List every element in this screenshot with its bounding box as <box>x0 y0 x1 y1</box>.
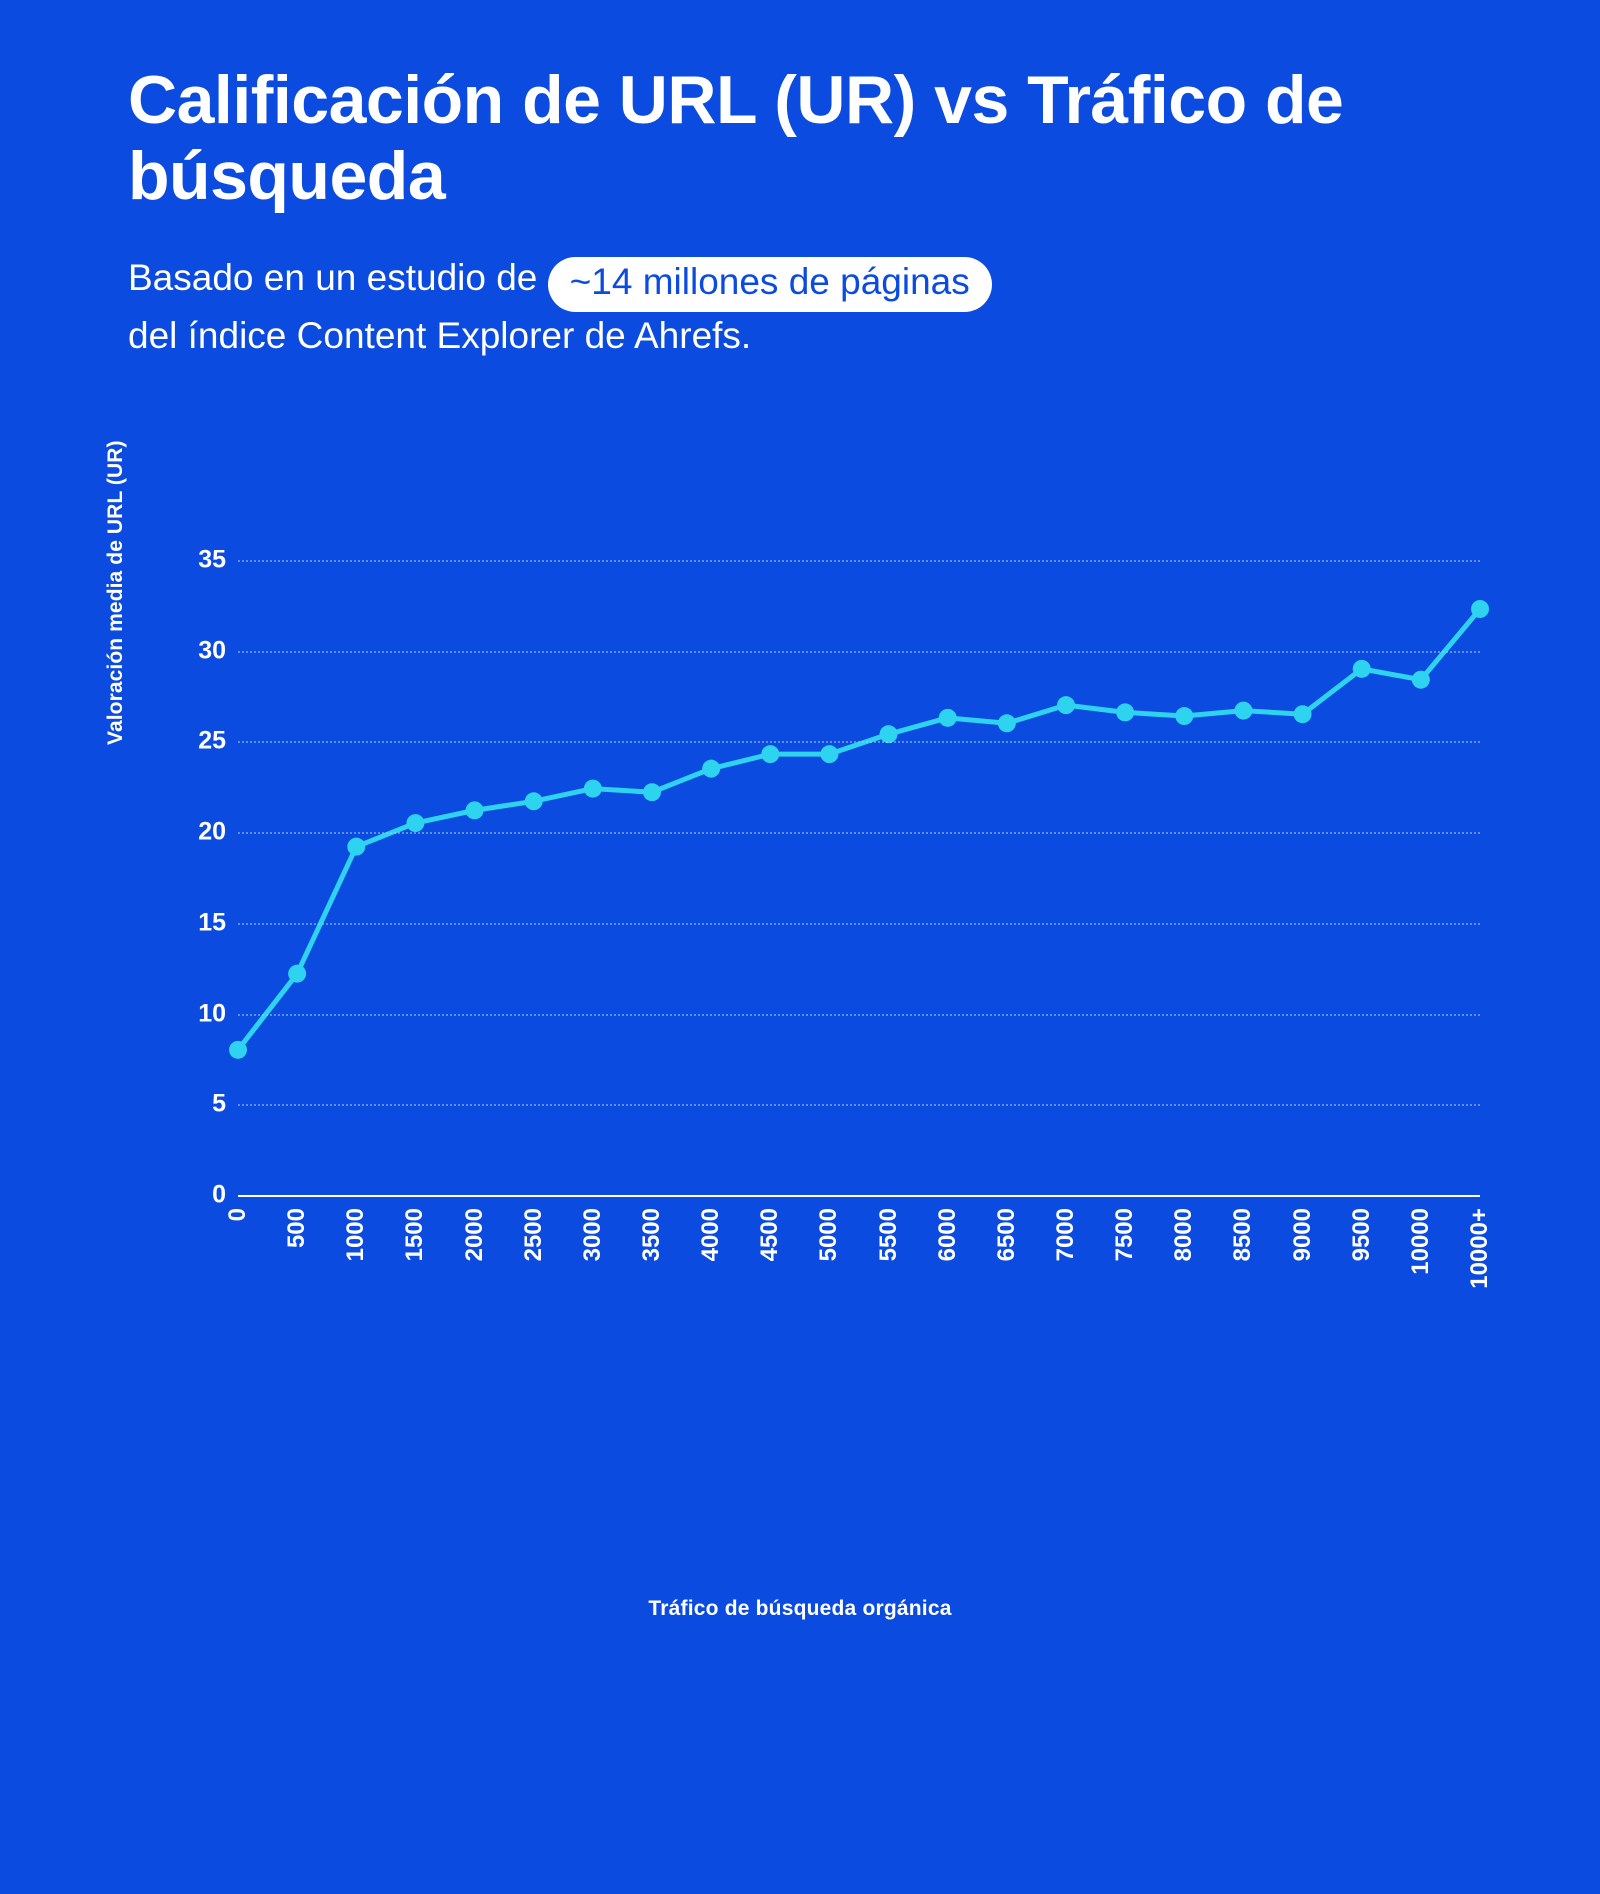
x-axis-title: Tráfico de búsqueda orgánica <box>648 1597 952 1620</box>
data-point[interactable] <box>1116 703 1135 722</box>
x-axis-tick-label: 2000 <box>460 1208 488 1262</box>
data-point[interactable] <box>1057 696 1075 715</box>
x-axis-tick-label: 8500 <box>1229 1208 1257 1262</box>
x-axis-tick-label: 500 <box>283 1208 311 1249</box>
gridline <box>238 832 1480 835</box>
data-point[interactable] <box>406 814 425 833</box>
x-axis-tick-label: 3500 <box>638 1208 665 1262</box>
data-point[interactable] <box>820 745 839 764</box>
data-point[interactable] <box>1175 707 1194 726</box>
data-point[interactable] <box>1411 670 1430 689</box>
x-axis-tick-label: 10000 <box>1406 1208 1434 1275</box>
x-axis-tick-label: 9000 <box>1288 1208 1316 1262</box>
gridline <box>238 650 1480 653</box>
gridline <box>238 560 1480 562</box>
data-point[interactable] <box>997 714 1016 733</box>
data-point[interactable] <box>524 792 543 811</box>
subtitle-highlight-pill: ~14 millones de páginas <box>547 257 992 312</box>
data-point[interactable] <box>1234 701 1253 720</box>
y-axis-tick-label: 0 <box>212 1180 226 1209</box>
plot-area: 0 5 10 15 20 25 30 35 0 500 1000 1500 2000 2500 3000 35… <box>198 546 1493 1289</box>
data-point[interactable] <box>347 837 366 856</box>
x-axis-tick-label: 8000 <box>1170 1208 1198 1262</box>
y-axis-tick-label: 35 <box>198 545 226 574</box>
gridline <box>238 922 1480 925</box>
x-axis-tick-label: 5500 <box>874 1208 902 1262</box>
y-axis-tick-label: 25 <box>198 726 226 755</box>
x-axis-tick-label: 3000 <box>578 1208 606 1262</box>
subtitle-text-before: Basado en un estudio de <box>128 257 548 299</box>
x-axis-tick-label: 1500 <box>401 1208 429 1262</box>
data-point[interactable] <box>465 801 484 820</box>
y-axis-tick-label: 20 <box>198 817 226 846</box>
x-axis-tick-label: 0 <box>224 1208 251 1222</box>
gridline <box>238 1013 1480 1016</box>
x-axis-tick-label: 4500 <box>756 1208 784 1262</box>
x-axis-tick-label: 7000 <box>1052 1208 1079 1262</box>
footer: ahrefs https://ahrefs.com/blog/es/mejore… <box>0 1694 1600 1894</box>
x-axis-tick-label: 10000+ <box>1466 1208 1493 1289</box>
data-point[interactable] <box>879 725 898 744</box>
subtitle-line-2: del índice Content Explorer de Ahrefs. <box>128 314 752 356</box>
subtitle: Basado en un estudio de ~14 millones de … <box>128 250 1448 363</box>
data-point[interactable] <box>702 759 721 778</box>
data-line <box>235 606 1483 1053</box>
x-axis-tick-label: 9500 <box>1347 1208 1375 1262</box>
y-axis-tick-label: 15 <box>198 908 226 937</box>
x-axis-tick-label: 7500 <box>1111 1208 1139 1262</box>
x-axis-tick-label: 6500 <box>992 1208 1020 1262</box>
gridline <box>238 1104 1480 1107</box>
y-axis-tick-label: 30 <box>198 636 226 665</box>
data-point[interactable] <box>288 964 307 983</box>
data-point[interactable] <box>583 779 602 798</box>
y-axis-tick-label: 10 <box>198 999 226 1028</box>
header: Calificación de URL (UR) vs Tráfico de b… <box>128 62 1488 363</box>
x-axis-tick-label: 4000 <box>697 1208 725 1262</box>
gridline <box>238 741 1480 744</box>
x-axis-tick-label: 1000 <box>342 1208 370 1262</box>
data-point[interactable] <box>761 745 780 764</box>
y-axis-tick-label: 5 <box>212 1089 226 1118</box>
data-point[interactable] <box>1352 659 1371 678</box>
data-point[interactable] <box>1293 705 1312 724</box>
data-point[interactable] <box>643 783 661 802</box>
subtitle-line-1: Basado en un estudio de ~14 millones de … <box>128 250 1448 312</box>
y-axis-title: Valoración media de URL (UR) <box>104 440 127 745</box>
data-point[interactable] <box>1471 599 1489 618</box>
data-point[interactable] <box>229 1040 247 1059</box>
line-series-svg <box>229 599 1489 1059</box>
x-axis-baseline <box>238 1195 1480 1197</box>
x-axis-tick-label: 2500 <box>519 1208 547 1262</box>
data-point[interactable] <box>938 708 957 727</box>
x-axis-tick-label: 5000 <box>815 1208 843 1262</box>
page-title: Calificación de URL (UR) vs Tráfico de b… <box>128 62 1344 215</box>
x-axis-tick-label: 6000 <box>933 1208 961 1262</box>
